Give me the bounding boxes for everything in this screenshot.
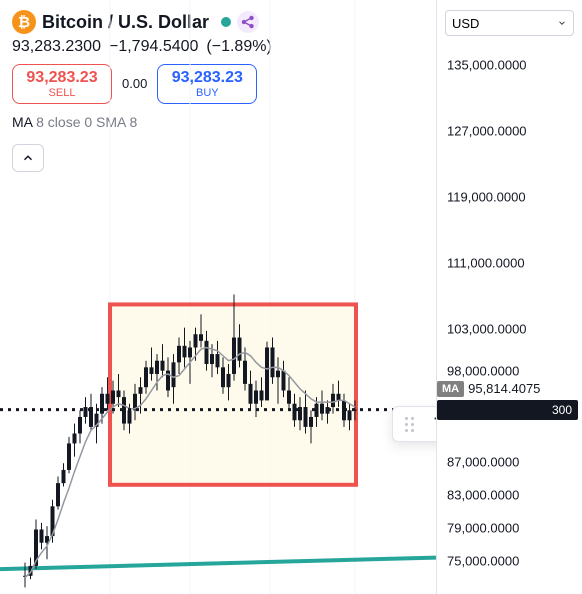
y-tick-label: 103,000.0000 [447, 322, 527, 337]
y-tick-label: 111,000.0000 [447, 256, 525, 271]
y-tick-label: 83,000.0000 [447, 487, 519, 502]
y-tick-label: 79,000.0000 [447, 520, 519, 535]
trend-line[interactable] [0, 558, 436, 570]
price-axis[interactable]: USD 135,000.0000 127,000.0000 119,000.0000… [436, 0, 582, 594]
price-chart[interactable] [0, 0, 436, 594]
highlight-rectangle[interactable] [110, 304, 356, 484]
y-tick-label: 87,000.0000 [447, 454, 519, 469]
y-tick-label: 135,000.0000 [447, 57, 527, 72]
ma-price-tag: MA95,814.4075 [437, 379, 578, 399]
y-tick-label: 119,000.0000 [447, 189, 526, 204]
last-price-tag: 300 [437, 400, 578, 420]
y-tick-label: 127,000.0000 [447, 123, 527, 138]
y-tick-label: 75,000.0000 [447, 553, 519, 568]
toolbar-grip[interactable] [405, 417, 414, 432]
currency-select[interactable]: USD [445, 10, 574, 36]
y-tick-label: 98,000.0000 [447, 363, 519, 378]
